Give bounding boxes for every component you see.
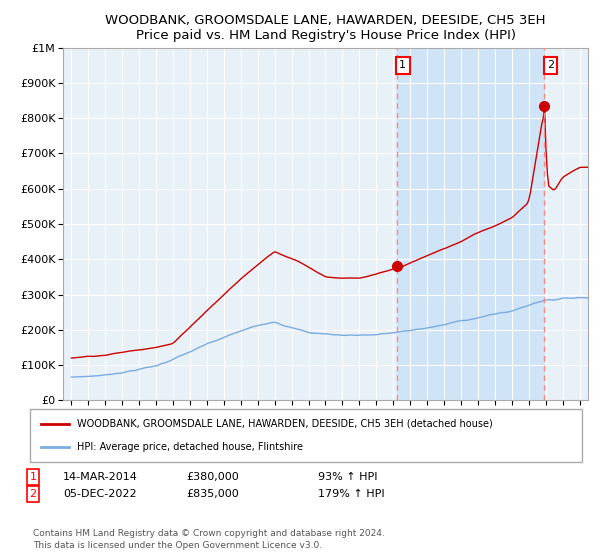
Text: £380,000: £380,000: [186, 472, 239, 482]
Text: HPI: Average price, detached house, Flintshire: HPI: Average price, detached house, Flin…: [77, 442, 303, 452]
Text: 2: 2: [29, 489, 37, 499]
Text: 93% ↑ HPI: 93% ↑ HPI: [318, 472, 377, 482]
Text: Contains HM Land Registry data © Crown copyright and database right 2024.: Contains HM Land Registry data © Crown c…: [33, 529, 385, 538]
Text: 2: 2: [547, 60, 554, 70]
Text: This data is licensed under the Open Government Licence v3.0.: This data is licensed under the Open Gov…: [33, 542, 322, 550]
FancyBboxPatch shape: [30, 409, 582, 462]
Title: WOODBANK, GROOMSDALE LANE, HAWARDEN, DEESIDE, CH5 3EH
Price paid vs. HM Land Reg: WOODBANK, GROOMSDALE LANE, HAWARDEN, DEE…: [105, 14, 546, 42]
Text: 05-DEC-2022: 05-DEC-2022: [63, 489, 137, 499]
Bar: [397, 48, 544, 400]
Text: 179% ↑ HPI: 179% ↑ HPI: [318, 489, 385, 499]
Text: £835,000: £835,000: [186, 489, 239, 499]
Text: 14-MAR-2014: 14-MAR-2014: [63, 472, 138, 482]
Text: 1: 1: [29, 472, 37, 482]
Text: WOODBANK, GROOMSDALE LANE, HAWARDEN, DEESIDE, CH5 3EH (detached house): WOODBANK, GROOMSDALE LANE, HAWARDEN, DEE…: [77, 419, 493, 429]
Text: 1: 1: [399, 60, 406, 70]
